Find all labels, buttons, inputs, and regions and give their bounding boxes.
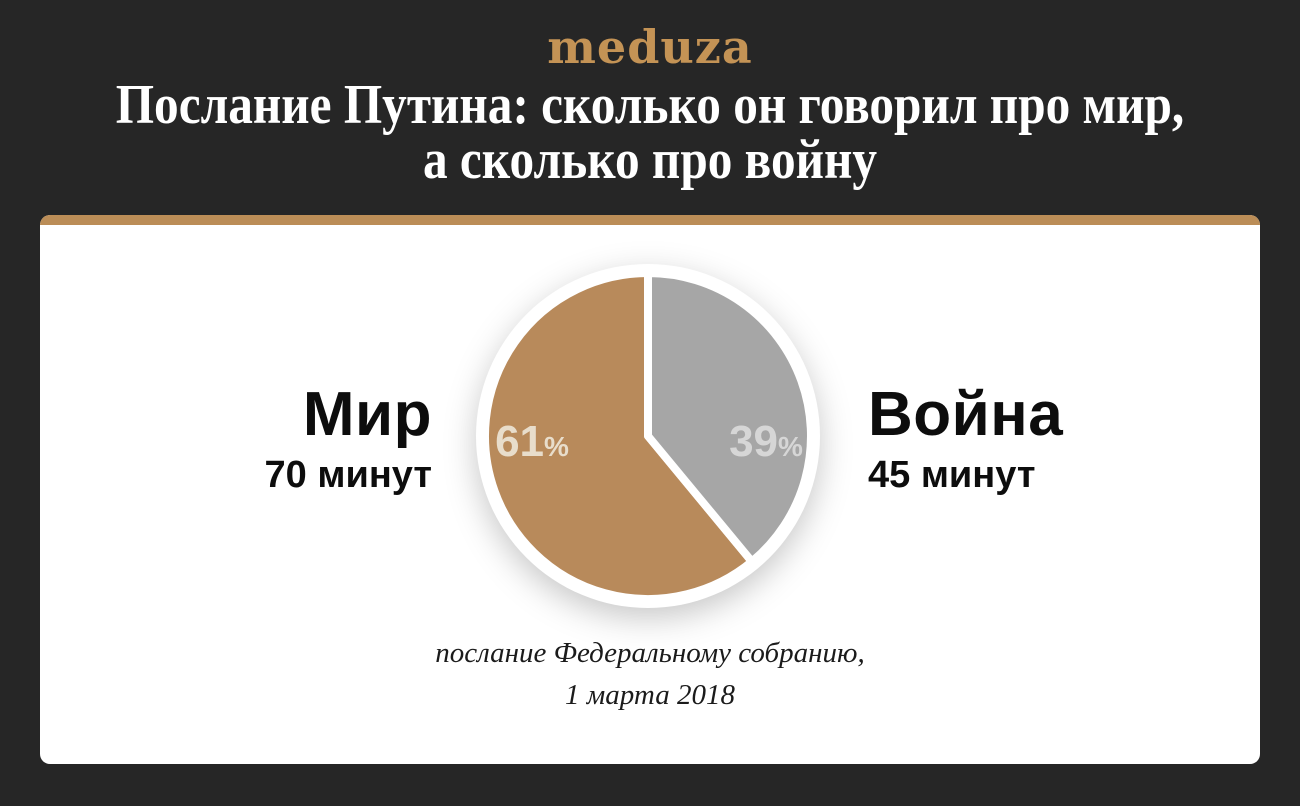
page-background: { "page": {"width": 1300, "height": 806}… xyxy=(0,22,1300,806)
pie-svg xyxy=(476,264,820,608)
pie-chart: 61% 39% xyxy=(460,248,836,624)
legend-war: Война 45 минут xyxy=(836,380,1260,496)
page-title-line-1: Послание Путина: сколько он говорил про … xyxy=(115,74,1185,136)
source-caption-line-2: 1 марта 2018 xyxy=(565,679,735,711)
page-title: Послание Путина: сколько он говорил про … xyxy=(0,74,1300,191)
meduza-logo: meduza xyxy=(547,20,753,74)
chart-row: Мир 70 минут 61% 39% Война 45 минут xyxy=(40,248,1260,624)
legend-war-minutes: 45 минут xyxy=(868,454,1036,496)
source-caption-line-1: послание Федеральному собранию, xyxy=(435,637,865,669)
legend-peace-label: Мир xyxy=(302,380,432,449)
legend-peace: Мир 70 минут xyxy=(40,380,460,496)
legend-war-label: Война xyxy=(868,380,1064,449)
chart-card: Мир 70 минут 61% 39% Война 45 минут посл… xyxy=(40,215,1260,764)
page-title-line-2: а сколько про войну xyxy=(422,129,878,191)
legend-peace-minutes: 70 минут xyxy=(264,454,432,496)
card-accent-bar xyxy=(40,215,1260,225)
source-caption: послание Федеральному собранию, 1 марта … xyxy=(40,632,1260,716)
